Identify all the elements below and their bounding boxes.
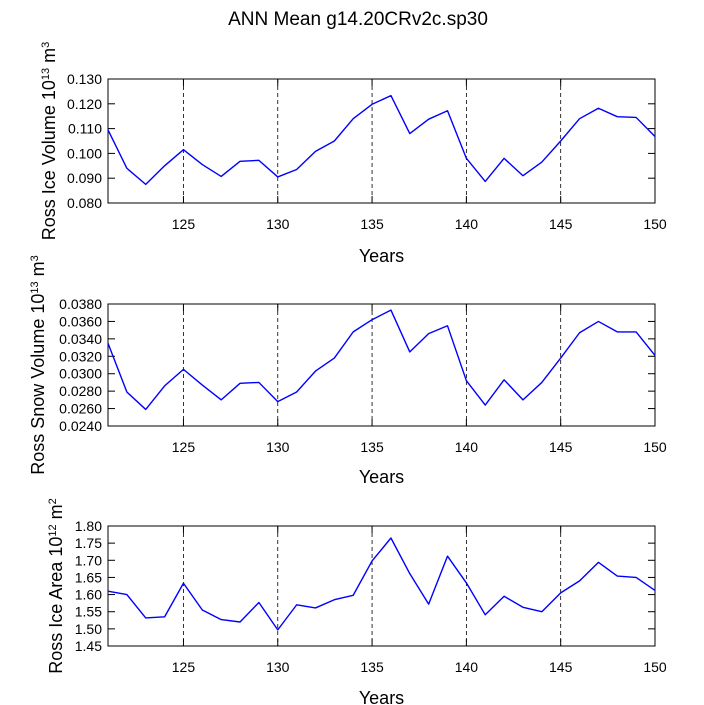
y-axis-title-part: Ross Snow Volume 10 — [28, 294, 48, 475]
plot-frame — [107, 525, 656, 647]
x-tick-label: 145 — [549, 439, 573, 455]
x-tick-label: 145 — [549, 216, 573, 232]
y-tick-label: 0.120 — [67, 96, 102, 112]
x-axis-title: Years — [359, 688, 404, 705]
x-tick-label: 130 — [266, 659, 290, 675]
series-line — [107, 309, 656, 411]
y-axis-title-exponent: 3 — [29, 255, 41, 261]
x-tick-label: 125 — [172, 216, 196, 232]
x-tick-label: 125 — [172, 439, 196, 455]
y-tick-label: 1.55 — [75, 604, 102, 620]
x-tick-label: 150 — [643, 216, 667, 232]
y-axis-title-part: Ross Ice Area 10 — [46, 537, 66, 674]
x-axis-title: Years — [359, 246, 404, 266]
y-tick-label: 1.60 — [75, 587, 102, 603]
y-tick-label: 0.080 — [67, 195, 102, 211]
y-axis-title-part: Ross Ice Volume 10 — [39, 80, 59, 240]
y-tick-label: 1.70 — [75, 552, 102, 568]
x-tick-label: 140 — [455, 439, 479, 455]
x-tick-label: 125 — [172, 659, 196, 675]
y-axis-title-part: m — [28, 261, 48, 276]
x-tick-label: 140 — [455, 659, 479, 675]
y-tick-label: 0.0320 — [59, 348, 102, 364]
y-tick-label: 0.110 — [68, 121, 102, 137]
plot-frame — [107, 303, 656, 427]
series-line — [107, 94, 656, 186]
x-tick-label: 150 — [643, 439, 667, 455]
figure-title: ANN Mean g14.20CRv2c.sp30 — [228, 9, 488, 30]
y-tick-label: 0.0240 — [59, 418, 102, 434]
x-tick-label: 135 — [360, 216, 384, 232]
x-tick-label: 140 — [455, 216, 479, 232]
ross-ice-volume-panel: 0.080 0.090 0.100 0.110 0.120 0.130 125 130 135 1… — [39, 42, 667, 266]
y-axis-title-exponent: 13 — [40, 68, 52, 80]
x-tick-label: 130 — [266, 216, 290, 232]
y-tick-label: 0.0300 — [59, 366, 102, 382]
y-tick-label: 0.100 — [67, 145, 102, 161]
y-tick-label: 1.45 — [75, 638, 102, 654]
y-axis-title-exponent: 13 — [29, 281, 41, 293]
y-axis-title: Ross Ice Volume 1013 m3 — [39, 42, 59, 240]
series-line — [107, 537, 656, 631]
y-axis-title-part: m — [46, 504, 66, 519]
x-tick-label: 135 — [360, 659, 384, 675]
y-tick-label: 0.0340 — [59, 331, 102, 347]
x-tick-label: 130 — [266, 439, 290, 455]
x-tick-label: 145 — [549, 659, 573, 675]
y-tick-label: 0.090 — [67, 170, 102, 186]
y-axis-title-part: m — [39, 48, 59, 63]
y-axis-title: Ross Snow Volume 1013 m3 — [28, 255, 48, 475]
y-axis-title-exponent: 12 — [47, 524, 59, 536]
y-tick-label: 1.80 — [75, 518, 102, 534]
y-axis-title-exponent: 3 — [40, 42, 52, 48]
y-axis-title-exponent: 2 — [47, 498, 59, 504]
x-axis-title: Years — [359, 467, 404, 487]
x-tick-label: 135 — [360, 439, 384, 455]
ross-ice-area-panel: 1.451.501.551.60 1.651.701.751.80 125 130 13… — [46, 498, 667, 705]
y-tick-label: 0.130 — [67, 71, 102, 87]
y-tick-label: 0.0260 — [59, 401, 102, 417]
plot-frame — [107, 78, 656, 204]
y-axis-title: Ross Ice Area 1012 m2 — [46, 498, 66, 673]
y-tick-label: 0.0360 — [59, 313, 102, 329]
y-tick-label: 1.75 — [75, 535, 102, 551]
y-tick-label: 0.0380 — [59, 296, 102, 312]
x-tick-label: 150 — [643, 659, 667, 675]
y-tick-label: 1.50 — [75, 621, 102, 637]
y-tick-label: 1.65 — [75, 569, 102, 585]
y-tick-label: 0.0280 — [59, 383, 102, 399]
